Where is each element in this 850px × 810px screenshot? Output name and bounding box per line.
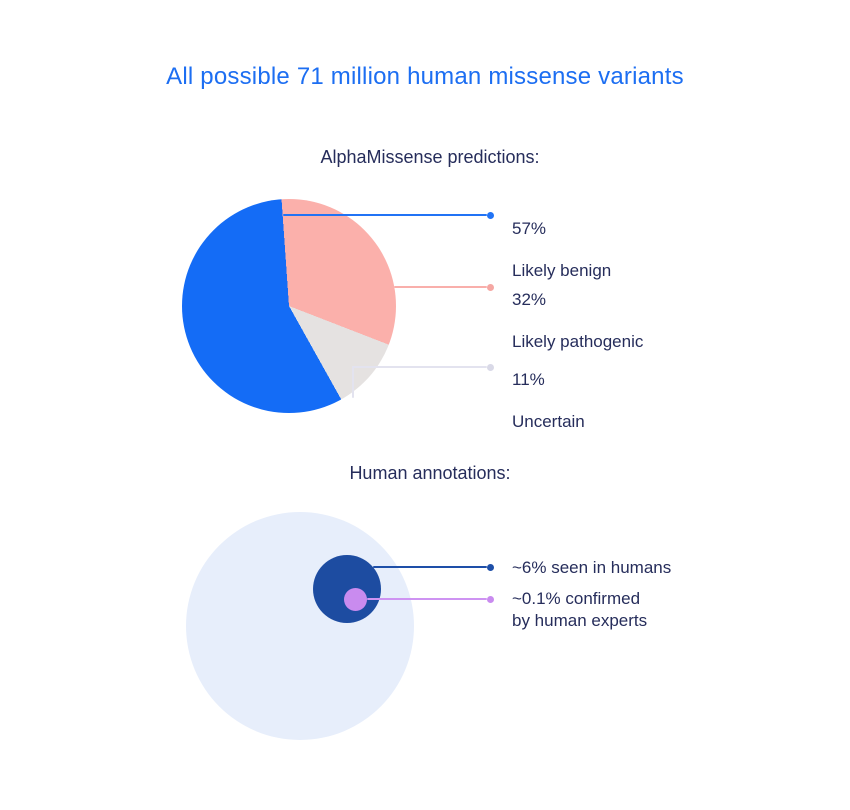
callout-label-likely-benign: 57% Likely benign xyxy=(512,197,611,302)
callout-label-likely-pathogenic: 32% Likely pathogenic xyxy=(512,268,643,373)
callout-line-uncertain xyxy=(352,366,487,368)
callout-percent: 57% xyxy=(512,219,547,238)
callout-dot-likely-pathogenic xyxy=(487,284,494,291)
circle-seen-in-humans xyxy=(313,555,381,623)
callout-elbow-uncertain xyxy=(352,366,354,398)
circle-all-variants xyxy=(186,512,414,740)
callout-dot-uncertain xyxy=(487,364,494,371)
callout-category: Uncertain xyxy=(512,412,585,431)
callout-label-uncertain: 11% Uncertain xyxy=(512,348,585,453)
circle-expert-confirmed xyxy=(344,588,367,611)
callout-category: Likely benign xyxy=(512,261,612,280)
page-title: All possible 71 million human missense v… xyxy=(166,63,684,90)
callout-line-likely-benign xyxy=(283,214,487,216)
callout-line-seen-in-humans xyxy=(373,566,487,568)
callout-percent: 11% xyxy=(512,370,545,389)
callout-label-expert-confirmed: ~0.1% confirmed by human experts xyxy=(512,589,648,630)
callout-dot-seen-in-humans xyxy=(487,564,494,571)
callout-category: Likely pathogenic xyxy=(512,332,644,351)
pie-section-heading: AlphaMissense predictions: xyxy=(320,147,540,167)
callout-line-likely-pathogenic xyxy=(394,286,487,288)
callout-line-expert-confirmed xyxy=(367,598,487,600)
pie-chart xyxy=(182,199,396,413)
annotation-section-heading: Human annotations: xyxy=(349,463,511,483)
callout-dot-likely-benign xyxy=(487,212,494,219)
callout-label-seen-in-humans: ~6% seen in humans xyxy=(512,558,672,577)
callout-percent: 32% xyxy=(512,290,547,309)
callout-dot-expert-confirmed xyxy=(487,596,494,603)
